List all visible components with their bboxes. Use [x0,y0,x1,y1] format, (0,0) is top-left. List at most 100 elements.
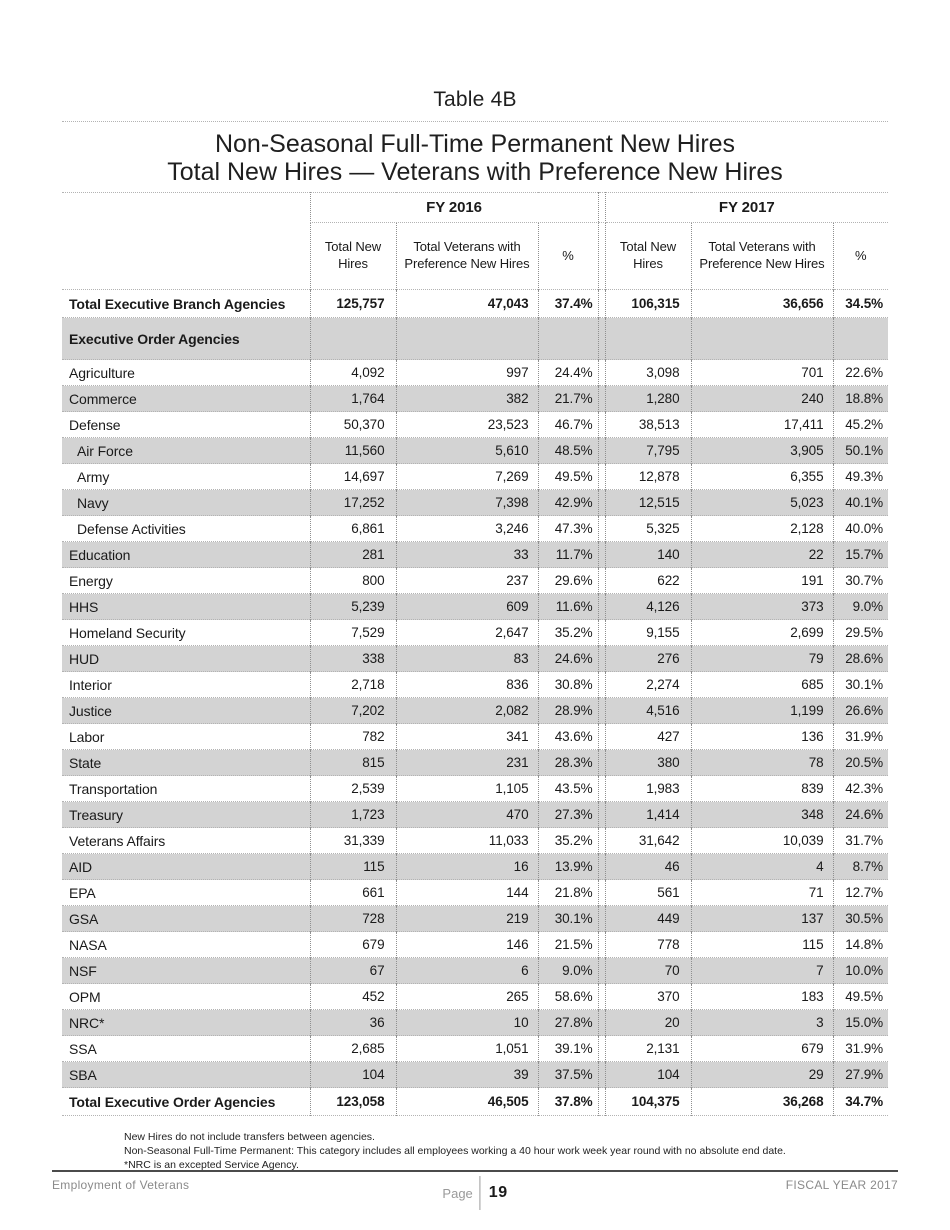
cell-fy2017-percent: 40.0% [832,515,889,542]
cell-fy2017-percent: 34.5% [832,289,889,318]
table-row: Executive Order Agencies [62,317,889,360]
cell-fy2017-percent: 49.5% [832,983,889,1010]
cell-fy2017-total-veterans: 679 [690,1035,834,1062]
page-content: Table 4B Non-Seasonal Full-Time Permanen… [62,0,889,1173]
cell-fy2017-total-veterans: 29 [690,1061,834,1088]
row-label: Total Executive Order Agencies [69,1093,276,1110]
cell-fy2016-total-new-hires: 2,685 [309,1035,396,1062]
footnote-3: *NRC is an excepted Service Agency. [124,1158,299,1171]
page-divider-line [479,1176,481,1210]
col-header-fy2016-total-new-hires: Total New Hires [309,222,396,290]
cell-fy2017-percent: 15.7% [832,541,889,568]
cell-fy2017-total-new-hires: 380 [604,749,692,776]
table-row: Agriculture 4,092 997 24.4% 3,098 701 22… [62,359,889,386]
cell-fy2016-percent: 27.8% [537,1009,599,1036]
group-gap-cell [597,801,606,828]
cell-fy2016-percent: 24.4% [537,359,599,386]
cell-fy2016-percent: 29.6% [537,567,599,594]
cell-fy2016-total-veterans: 5,610 [395,437,538,464]
table-row: Transportation 2,539 1,105 43.5% 1,983 8… [62,775,889,802]
cell-fy2017-total-veterans: 373 [690,593,834,620]
row-label: OPM [69,988,101,1005]
cell-fy2016-total-veterans: 144 [395,879,538,906]
data-table: FY 2016 FY 2017 Total New Hires Total Ve… [62,192,889,1116]
cell-fy2017-total-veterans: 79 [690,645,834,672]
cell-fy2017-total-veterans: 7 [690,957,834,984]
row-label: GSA [69,910,99,927]
fiscal-year-header-row: FY 2016 FY 2017 [62,192,889,223]
cell-fy2016-total-new-hires: 679 [309,931,396,958]
group-gap-cell [597,671,606,698]
cell-fy2017-total-veterans: 839 [690,775,834,802]
row-label: Air Force [77,442,133,459]
cell-fy2016-total-veterans: 382 [395,385,538,412]
cell-fy2016-total-new-hires: 125,757 [309,289,396,318]
group-gap-cell [597,411,606,438]
cell-fy2017-percent: 15.0% [832,1009,889,1036]
cell-fy2016-total-veterans [395,317,538,360]
col-header-fy2017-total-new-hires: Total New Hires [604,222,692,290]
group-gap-cell [597,1035,606,1062]
cell-fy2016-percent [537,317,599,360]
cell-fy2017-total-new-hires: 9,155 [604,619,692,646]
table-number-title: Table 4B [433,88,517,111]
cell-fy2017-total-veterans: 3,905 [690,437,834,464]
table-row: NRC* 36 10 27.8% 20 3 15.0% [62,1009,889,1036]
cell-fy2016-percent: 21.8% [537,879,599,906]
cell-fy2017-total-veterans: 701 [690,359,834,386]
cell-fy2017-percent: 30.1% [832,671,889,698]
row-label: AID [69,858,93,875]
row-label: State [69,754,102,771]
cell-fy2017-total-veterans: 2,128 [690,515,834,542]
cell-fy2016-percent: 21.5% [537,931,599,958]
cell-fy2017-percent: 18.8% [832,385,889,412]
cell-fy2017-total-new-hires: 31,642 [604,827,692,854]
cell-fy2016-total-veterans: 341 [395,723,538,750]
group-gap-cell [597,983,606,1010]
cell-fy2017-total-new-hires: 276 [604,645,692,672]
group-header-fy2017: FY 2017 [604,192,889,223]
cell-fy2017-percent: 30.7% [832,567,889,594]
cell-fy2016-percent: 49.5% [537,463,599,490]
table-row: Navy 17,252 7,398 42.9% 12,515 5,023 40.… [62,489,889,516]
cell-fy2016-total-veterans: 39 [395,1061,538,1088]
cell-fy2017-total-new-hires: 104,375 [604,1087,692,1116]
table-row: Total Executive Branch Agencies 125,757 … [62,289,889,318]
page-number: 19 [488,1184,508,1201]
cell-fy2016-total-veterans: 146 [395,931,538,958]
table-row: EPA 661 144 21.8% 561 71 12.7% [62,879,889,906]
cell-fy2017-total-new-hires: 3,098 [604,359,692,386]
cell-fy2017-percent: 26.6% [832,697,889,724]
table-row: SSA 2,685 1,051 39.1% 2,131 679 31.9% [62,1035,889,1062]
cell-fy2016-percent: 58.6% [537,983,599,1010]
group-gap-cell [597,437,606,464]
cell-fy2016-total-veterans: 237 [395,567,538,594]
group-gap-cell [597,489,606,516]
cell-fy2016-total-new-hires: 17,252 [309,489,396,516]
group-gap-cell [597,385,606,412]
cell-fy2017-percent: 49.3% [832,463,889,490]
cell-fy2017-percent: 40.1% [832,489,889,516]
row-label: Commerce [69,390,137,407]
cell-fy2016-total-veterans: 1,051 [395,1035,538,1062]
cell-fy2017-total-veterans: 2,699 [690,619,834,646]
group-gap-cell [597,645,606,672]
subtitle-line-1: Non-Seasonal Full-Time Permanent New Hir… [214,130,736,158]
group-gap-cell [597,359,606,386]
empty-label-header [62,193,310,223]
row-label: Transportation [69,780,158,797]
cell-fy2016-percent: 37.4% [537,289,599,318]
cell-fy2016-total-veterans: 265 [395,983,538,1010]
col-header-fy2016-percent: % [537,222,599,290]
cell-fy2017-percent: 31.7% [832,827,889,854]
column-header-row: Total New Hires Total Veterans with Pref… [62,222,889,290]
table-row: Defense Activities 6,861 3,246 47.3% 5,3… [62,515,889,542]
cell-fy2017-total-veterans: 3 [690,1009,834,1036]
table-row: Commerce 1,764 382 21.7% 1,280 240 18.8% [62,385,889,412]
group-gap-cell [597,879,606,906]
cell-fy2016-total-new-hires: 104 [309,1061,396,1088]
cell-fy2017-total-veterans: 685 [690,671,834,698]
cell-fy2016-total-new-hires: 67 [309,957,396,984]
cell-fy2016-total-new-hires: 123,058 [309,1087,396,1116]
table-row: OPM 452 265 58.6% 370 183 49.5% [62,983,889,1010]
